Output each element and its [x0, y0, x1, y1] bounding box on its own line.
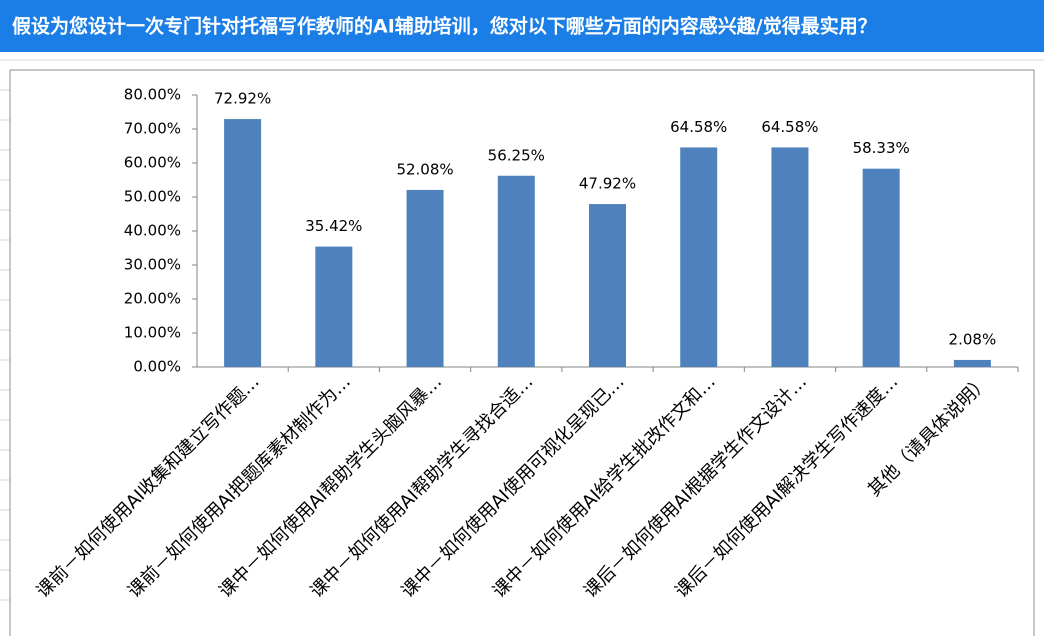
y-tick-label: 70.00%	[124, 120, 181, 138]
y-tick-label: 80.00%	[124, 86, 181, 104]
bar	[680, 147, 718, 367]
y-tick-label: 30.00%	[124, 256, 181, 274]
y-tick-label: 50.00%	[124, 188, 181, 206]
bar	[497, 175, 535, 367]
value-label: 56.25%	[488, 146, 545, 164]
bar	[771, 147, 809, 367]
bar	[224, 119, 262, 368]
y-tick-label: 10.00%	[124, 324, 181, 342]
chart-title: 假设为您设计一次专门针对托福写作教师的AI辅助培训，您对以下哪些方面的内容感兴趣…	[12, 15, 877, 38]
y-tick-label: 20.00%	[124, 290, 181, 308]
y-tick-label: 0.00%	[133, 358, 181, 376]
value-label: 58.33%	[853, 139, 910, 157]
sheet-grid	[0, 59, 1044, 601]
value-label: 72.92%	[214, 90, 271, 108]
bar	[953, 359, 991, 367]
bar	[589, 204, 626, 367]
bar	[315, 246, 353, 367]
y-tick-label: 40.00%	[124, 222, 181, 240]
bar	[862, 168, 900, 367]
value-label: 64.58%	[670, 118, 727, 136]
value-label: 52.08%	[396, 160, 453, 178]
y-tick-label: 60.00%	[124, 154, 181, 172]
value-label: 47.92%	[579, 175, 636, 193]
value-label: 35.42%	[305, 217, 362, 235]
value-label: 64.58%	[761, 118, 818, 136]
value-label: 2.08%	[949, 330, 997, 348]
header-bar	[0, 0, 1044, 52]
bar	[406, 189, 444, 367]
